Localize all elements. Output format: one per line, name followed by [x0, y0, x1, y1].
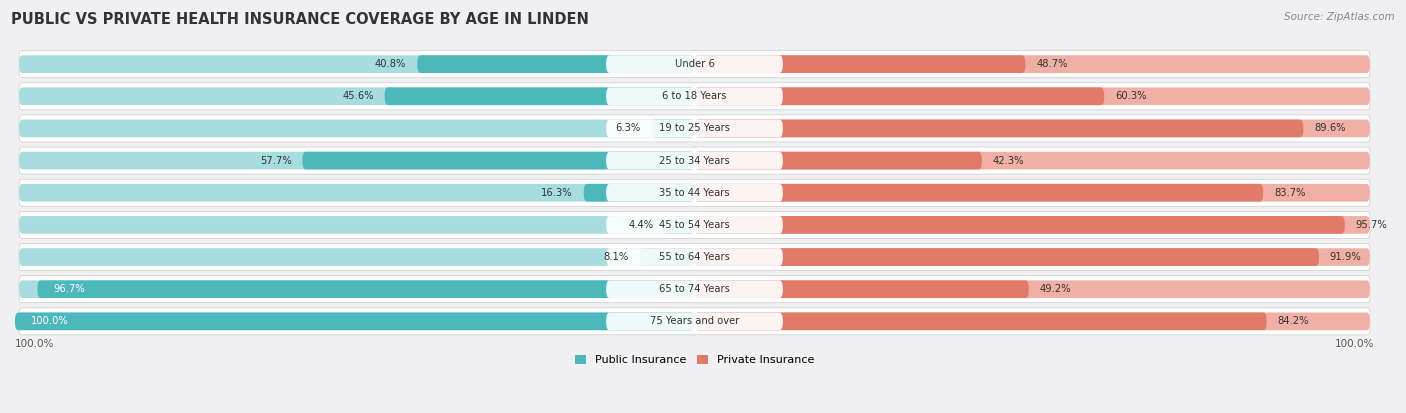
- FancyBboxPatch shape: [695, 216, 1344, 234]
- FancyBboxPatch shape: [606, 280, 783, 298]
- Text: PUBLIC VS PRIVATE HEALTH INSURANCE COVERAGE BY AGE IN LINDEN: PUBLIC VS PRIVATE HEALTH INSURANCE COVER…: [11, 12, 589, 27]
- Text: 89.6%: 89.6%: [1315, 123, 1346, 133]
- FancyBboxPatch shape: [20, 248, 695, 266]
- FancyBboxPatch shape: [640, 248, 695, 266]
- FancyBboxPatch shape: [20, 276, 1369, 303]
- FancyBboxPatch shape: [20, 152, 695, 169]
- Text: 6.3%: 6.3%: [616, 123, 641, 133]
- FancyBboxPatch shape: [695, 248, 1319, 266]
- Text: 95.7%: 95.7%: [1355, 220, 1388, 230]
- FancyBboxPatch shape: [695, 88, 1104, 105]
- Text: 91.9%: 91.9%: [1330, 252, 1361, 262]
- FancyBboxPatch shape: [606, 248, 783, 266]
- FancyBboxPatch shape: [606, 216, 783, 234]
- Text: 57.7%: 57.7%: [260, 156, 291, 166]
- FancyBboxPatch shape: [20, 147, 1369, 174]
- Text: 100.0%: 100.0%: [1334, 339, 1374, 349]
- FancyBboxPatch shape: [695, 313, 1369, 330]
- FancyBboxPatch shape: [20, 55, 695, 73]
- FancyBboxPatch shape: [606, 184, 783, 202]
- Text: Source: ZipAtlas.com: Source: ZipAtlas.com: [1284, 12, 1395, 22]
- FancyBboxPatch shape: [695, 152, 1369, 169]
- FancyBboxPatch shape: [695, 280, 1029, 298]
- FancyBboxPatch shape: [651, 120, 695, 137]
- FancyBboxPatch shape: [418, 55, 695, 73]
- FancyBboxPatch shape: [20, 280, 695, 298]
- Text: 55 to 64 Years: 55 to 64 Years: [659, 252, 730, 262]
- FancyBboxPatch shape: [695, 184, 1263, 202]
- FancyBboxPatch shape: [606, 120, 783, 137]
- FancyBboxPatch shape: [695, 280, 1369, 298]
- Text: 42.3%: 42.3%: [993, 156, 1025, 166]
- Text: 96.7%: 96.7%: [53, 284, 86, 294]
- Legend: Public Insurance, Private Insurance: Public Insurance, Private Insurance: [569, 350, 818, 370]
- FancyBboxPatch shape: [20, 211, 1369, 238]
- FancyBboxPatch shape: [385, 88, 695, 105]
- Text: 16.3%: 16.3%: [541, 188, 572, 198]
- Text: 40.8%: 40.8%: [375, 59, 406, 69]
- Text: 100.0%: 100.0%: [15, 339, 55, 349]
- Text: Under 6: Under 6: [675, 59, 714, 69]
- FancyBboxPatch shape: [20, 120, 695, 137]
- FancyBboxPatch shape: [695, 120, 1303, 137]
- Text: 4.4%: 4.4%: [628, 220, 654, 230]
- FancyBboxPatch shape: [695, 216, 1369, 234]
- FancyBboxPatch shape: [695, 313, 1267, 330]
- FancyBboxPatch shape: [20, 244, 1369, 271]
- FancyBboxPatch shape: [20, 184, 695, 202]
- Text: 8.1%: 8.1%: [603, 252, 628, 262]
- FancyBboxPatch shape: [606, 152, 783, 169]
- Text: 45 to 54 Years: 45 to 54 Years: [659, 220, 730, 230]
- FancyBboxPatch shape: [606, 313, 783, 330]
- FancyBboxPatch shape: [695, 88, 1369, 105]
- FancyBboxPatch shape: [20, 179, 1369, 206]
- Text: 49.2%: 49.2%: [1039, 284, 1071, 294]
- FancyBboxPatch shape: [20, 83, 1369, 110]
- FancyBboxPatch shape: [606, 55, 783, 73]
- Text: 48.7%: 48.7%: [1036, 59, 1067, 69]
- Text: 45.6%: 45.6%: [342, 91, 374, 101]
- FancyBboxPatch shape: [15, 313, 695, 330]
- FancyBboxPatch shape: [606, 88, 783, 105]
- FancyBboxPatch shape: [695, 184, 1369, 202]
- Text: 25 to 34 Years: 25 to 34 Years: [659, 156, 730, 166]
- FancyBboxPatch shape: [20, 308, 1369, 335]
- FancyBboxPatch shape: [20, 51, 1369, 78]
- FancyBboxPatch shape: [665, 216, 695, 234]
- FancyBboxPatch shape: [20, 88, 695, 105]
- FancyBboxPatch shape: [695, 248, 1369, 266]
- Text: 84.2%: 84.2%: [1278, 316, 1309, 326]
- FancyBboxPatch shape: [302, 152, 695, 169]
- FancyBboxPatch shape: [38, 280, 695, 298]
- FancyBboxPatch shape: [583, 184, 695, 202]
- FancyBboxPatch shape: [20, 115, 1369, 142]
- FancyBboxPatch shape: [695, 120, 1369, 137]
- Text: 75 Years and over: 75 Years and over: [650, 316, 740, 326]
- Text: 65 to 74 Years: 65 to 74 Years: [659, 284, 730, 294]
- Text: 35 to 44 Years: 35 to 44 Years: [659, 188, 730, 198]
- Text: 6 to 18 Years: 6 to 18 Years: [662, 91, 727, 101]
- FancyBboxPatch shape: [20, 216, 695, 234]
- FancyBboxPatch shape: [695, 55, 1369, 73]
- FancyBboxPatch shape: [20, 313, 695, 330]
- FancyBboxPatch shape: [695, 55, 1025, 73]
- FancyBboxPatch shape: [695, 152, 981, 169]
- Text: 60.3%: 60.3%: [1115, 91, 1146, 101]
- Text: 100.0%: 100.0%: [31, 316, 69, 326]
- Text: 19 to 25 Years: 19 to 25 Years: [659, 123, 730, 133]
- Text: 83.7%: 83.7%: [1274, 188, 1306, 198]
